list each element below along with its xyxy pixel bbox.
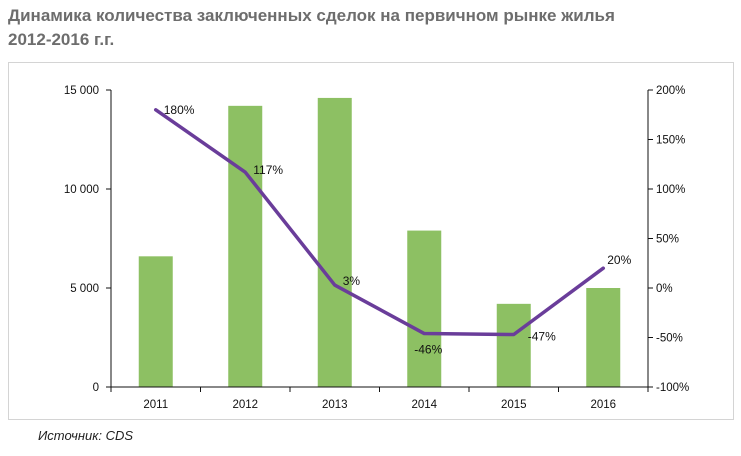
chart-title-line1: Динамика количества заключенных сделок н…: [8, 6, 615, 25]
line-data-label: -46%: [414, 343, 442, 357]
x-tick-label: 2013: [322, 399, 348, 411]
x-tick-label: 2015: [501, 399, 527, 411]
left-tick-label: 10 000: [64, 184, 99, 196]
line-data-label: 180%: [164, 103, 195, 117]
x-tick-label: 2012: [232, 399, 258, 411]
line-data-label: -47%: [528, 330, 556, 344]
right-tick-label: 0%: [656, 283, 673, 295]
right-tick-label: 100%: [656, 184, 685, 196]
right-tick-label: 50%: [656, 234, 679, 246]
right-tick-label: -100%: [656, 382, 689, 394]
right-tick-label: -50%: [656, 333, 683, 345]
growth-line: [154, 108, 605, 337]
line-data-label: 3%: [343, 274, 361, 288]
x-tick-label: 2016: [590, 399, 616, 411]
bar-2014: [407, 230, 442, 387]
source-note: Источник: CDS: [38, 428, 134, 443]
line-data-label: 117%: [253, 163, 283, 177]
bar-2013: [317, 97, 352, 388]
left-tick-label: 0: [93, 382, 99, 394]
chart-frame: [8, 62, 734, 420]
chart-title-line2: 2012-2016 г.г.: [8, 30, 115, 49]
line-data-label: 20%: [607, 253, 631, 267]
right-tick-label: 150%: [656, 135, 685, 147]
chart-title: Динамика количества заключенных сделок н…: [8, 4, 728, 52]
bar-2015: [496, 303, 531, 387]
left-tick-label: 5 000: [70, 283, 99, 295]
x-tick-label: 2011: [143, 399, 168, 411]
x-tick-label: 2014: [411, 399, 437, 411]
bar-2011: [138, 256, 173, 387]
bar-2012: [228, 105, 263, 387]
bar-2016: [586, 288, 621, 387]
left-tick-label: 15 000: [64, 85, 99, 97]
right-tick-label: 200%: [656, 85, 685, 97]
